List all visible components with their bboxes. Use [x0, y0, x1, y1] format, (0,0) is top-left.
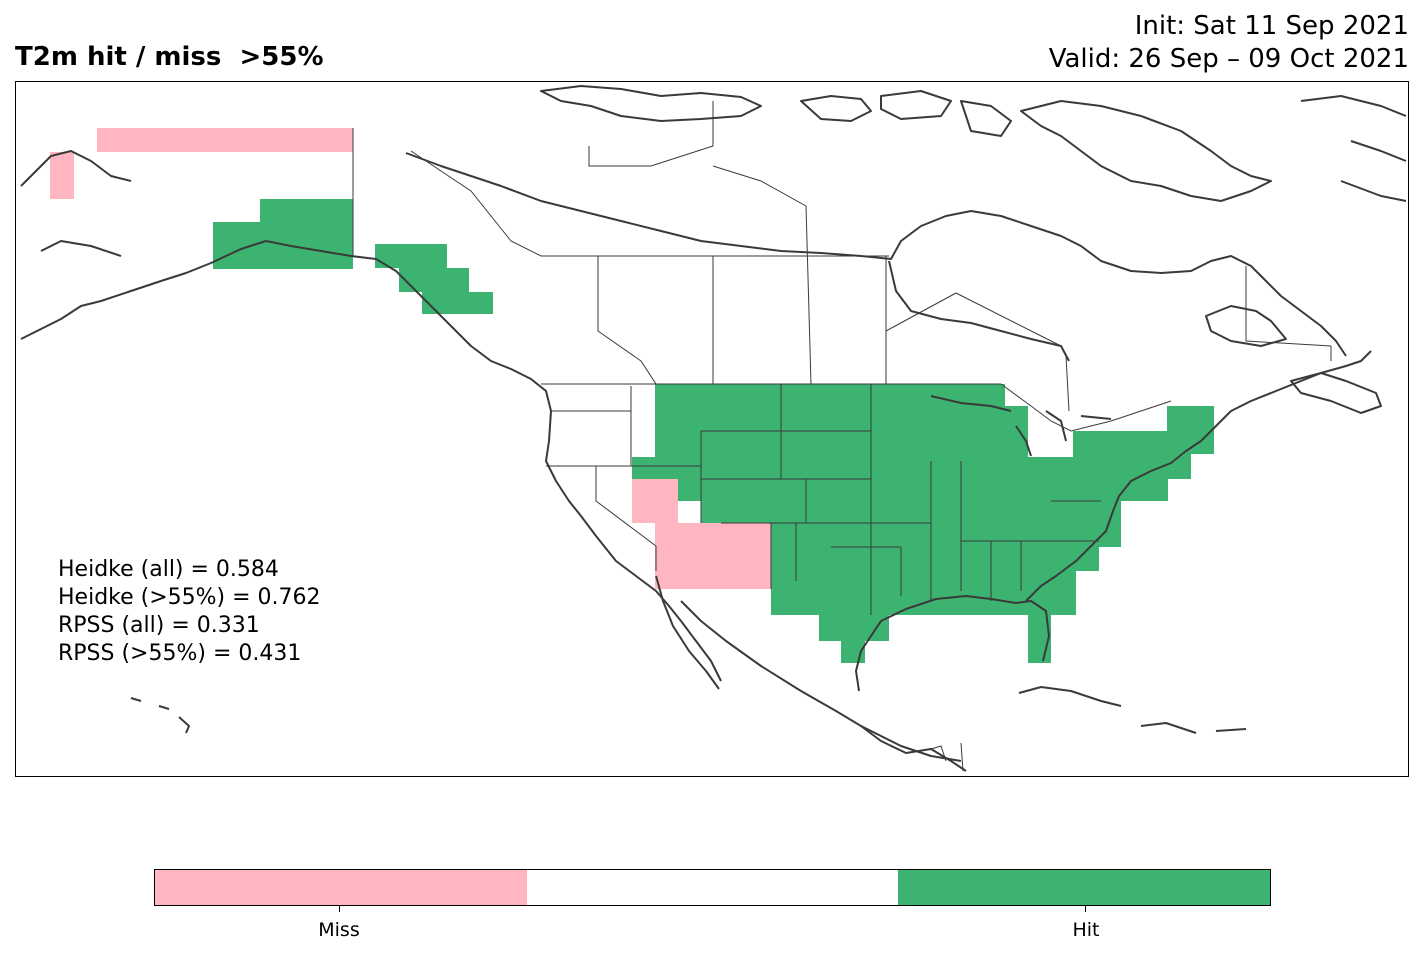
- stat-heidke-all: Heidke (all) = 0.584: [58, 557, 279, 582]
- coastlines: [20, 85, 1407, 772]
- stat-rpss-55: RPSS (>55%) = 0.431: [58, 641, 302, 666]
- colorbar-label-miss: Miss: [318, 919, 360, 941]
- map-title: T2m hit / miss >55%: [15, 42, 324, 72]
- colorbar-label-hit: Hit: [1072, 919, 1100, 941]
- map-svg: [20, 85, 1407, 772]
- hit-cells: [213, 199, 1214, 663]
- colorbar-hit-segment: [898, 870, 1271, 905]
- stat-rpss-all: RPSS (all) = 0.331: [58, 613, 260, 638]
- valid-period: Valid: 26 Sep – 09 Oct 2021: [1048, 44, 1409, 74]
- date-info: Init: Sat 11 Sep 2021 Valid: 26 Sep – 09…: [1049, 10, 1409, 76]
- verification-stats: Heidke (all) = 0.584 Heidke (>55%) = 0.7…: [58, 556, 321, 668]
- map-panel: [15, 81, 1409, 777]
- init-date: Init: Sat 11 Sep 2021: [1134, 11, 1409, 41]
- stat-heidke-55: Heidke (>55%) = 0.762: [58, 585, 321, 610]
- political-borders: [352, 101, 1332, 772]
- colorbar-tick-hit: [1085, 906, 1086, 912]
- colorbar-neutral-segment: [526, 870, 899, 905]
- colorbar-miss-segment: [155, 870, 527, 905]
- colorbar-tick-miss: [339, 906, 340, 912]
- miss-cells: [50, 128, 771, 589]
- colorbar: [154, 869, 1271, 906]
